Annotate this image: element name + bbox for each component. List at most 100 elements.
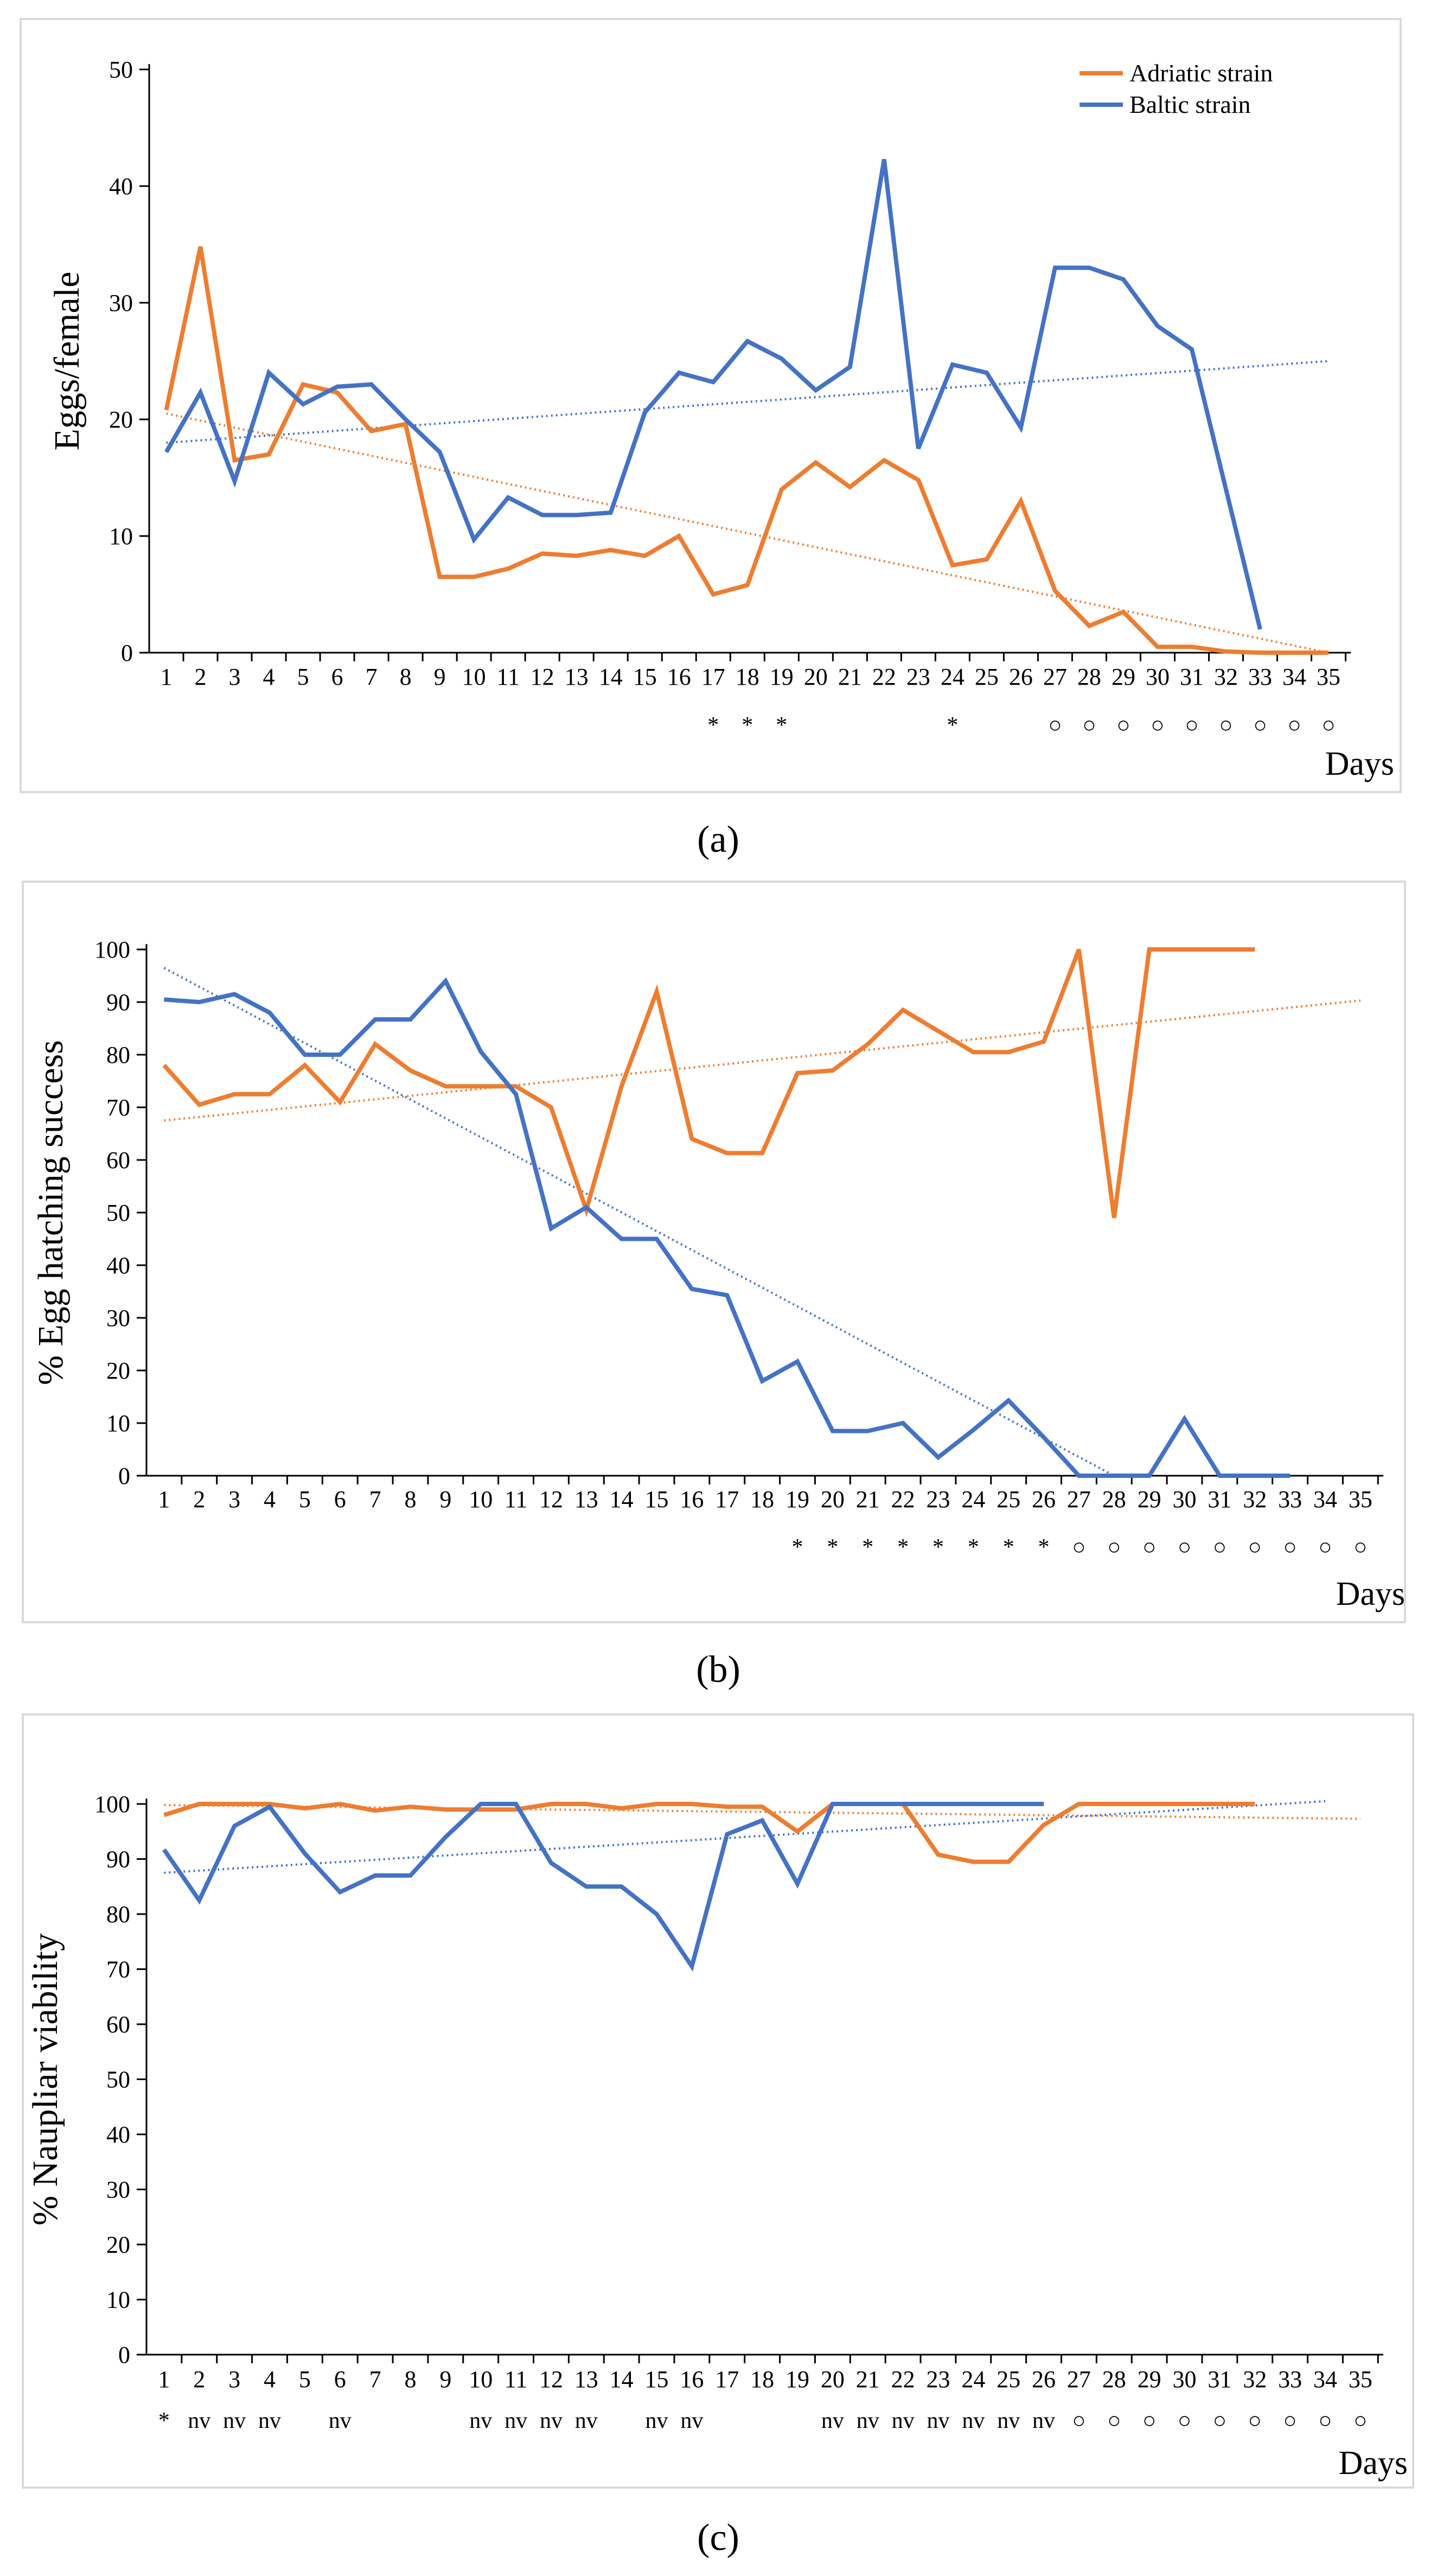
x-tick-label: 16 [680,1486,704,1513]
y-tick-label: 10 [106,2287,130,2313]
x-tick-label: 20 [821,2366,845,2393]
x-tick-label: 4 [264,1486,276,1513]
x-tick-label: 22 [891,1486,915,1513]
x-tick-label: 6 [334,2366,346,2393]
x-tick-label: 8 [404,1486,416,1513]
trendline-adriatic [164,999,1361,1122]
x-tick-label: 5 [299,1486,311,1513]
y-tick-label: 80 [106,1901,130,1928]
day-marker: nv [646,2408,668,2433]
day-marker: ○ [1116,713,1130,738]
y-tick-label: 40 [106,2121,130,2148]
x-tick-label: 14 [610,1486,634,1513]
x-tick-label: 1 [158,2366,170,2393]
x-tick-label: 29 [1138,1486,1161,1513]
day-marker: ○ [1248,2408,1262,2433]
day-marker: * [897,1535,909,1560]
y-tick-label: 70 [106,1956,130,1983]
day-marker: nv [1032,2408,1055,2433]
day-marker: * [1003,1535,1014,1560]
x-tick-label: 24 [961,1486,985,1513]
y-tick-label: 60 [106,1147,130,1174]
x-tick-label: 26 [1032,1486,1056,1513]
day-marker: ○ [1082,713,1096,738]
x-tick-label: 15 [633,664,657,690]
day-marker: nv [504,2408,527,2433]
day-marker: nv [258,2408,281,2433]
x-tick-label: 14 [599,664,623,690]
chart-frame [22,881,1406,1623]
x-tick-label: 7 [369,1486,381,1513]
y-tick-label: 30 [109,290,133,316]
x-tick-label: 13 [574,1486,598,1513]
x-tick-label: 14 [610,2366,634,2393]
y-axis-label: Eggs/female [47,272,87,451]
x-tick-label: 32 [1243,2366,1267,2393]
y-tick-label: 0 [118,2342,130,2368]
y-tick-label: 40 [106,1252,130,1279]
day-marker: ○ [1107,2408,1121,2433]
x-tick-label: 3 [228,2366,240,2393]
day-marker: ○ [1287,713,1301,738]
x-tick-label: 9 [439,2366,451,2393]
x-tick-label: 26 [1009,664,1033,690]
x-tick-label: 35 [1349,1486,1372,1513]
legend-label: Adriatic strain [1129,59,1273,87]
day-marker: ○ [1213,2408,1227,2433]
day-marker: ○ [1283,1535,1297,1560]
day-marker: ○ [1318,2408,1332,2433]
x-tick-label: 17 [715,2366,739,2393]
x-tick-label: 20 [821,1486,845,1513]
y-tick-label: 20 [106,1357,130,1384]
y-tick-label: 40 [109,173,133,200]
day-marker: * [947,713,958,738]
y-tick-label: 10 [106,1410,130,1437]
x-tick-label: 35 [1349,2366,1372,2393]
y-tick-label: 20 [109,406,133,433]
day-marker: * [742,713,753,738]
chart-frame [22,1713,1414,2489]
day-marker: ○ [1142,2408,1156,2433]
x-tick-label: 29 [1112,664,1135,690]
x-tick-label: 2 [193,1486,205,1513]
x-tick-label: 32 [1243,1486,1267,1513]
x-tick-label: 6 [334,1486,346,1513]
day-marker: ○ [1107,1535,1121,1560]
x-tick-label: 11 [504,2366,527,2393]
x-tick-label: 27 [1043,664,1067,690]
x-tick-label: 5 [299,2366,311,2393]
x-tick-label: 6 [331,664,343,690]
day-marker: ○ [1219,713,1232,738]
x-tick-label: 22 [872,664,896,690]
day-marker: ○ [1318,1535,1332,1560]
x-tick-label: 16 [680,2366,704,2393]
x-tick-label: 23 [926,1486,950,1513]
x-tick-label: 31 [1208,2366,1231,2393]
x-axis-label: Days [1339,2445,1408,2482]
day-marker: * [707,713,719,738]
trendline-baltic [164,1800,1326,1874]
x-tick-label: 12 [531,664,554,690]
day-marker: * [862,1535,873,1560]
x-tick-label: 22 [891,2366,915,2393]
x-tick-label: 19 [785,1486,809,1513]
y-tick-label: 0 [118,1463,130,1489]
day-marker: nv [892,2408,915,2433]
y-tick-label: 60 [106,2011,130,2038]
y-tick-label: 80 [106,1042,130,1068]
x-tick-label: 24 [961,2366,985,2393]
y-tick-label: 30 [106,1305,130,1331]
x-tick-label: 19 [785,2366,809,2393]
x-tick-label: 33 [1278,2366,1302,2393]
day-marker: ○ [1151,713,1164,738]
y-tick-label: 100 [94,936,130,963]
day-marker: nv [680,2408,703,2433]
day-marker: nv [997,2408,1020,2433]
y-tick-label: 70 [106,1094,130,1121]
x-tick-label: 2 [195,664,207,690]
day-marker: * [827,1535,838,1560]
day-marker: * [1038,1535,1050,1560]
